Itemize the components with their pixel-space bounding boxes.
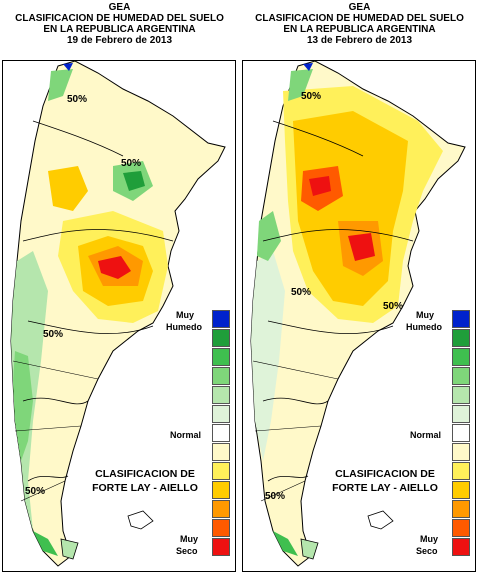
map-panel-right: GEA CLASIFICACION DE HUMEDAD DEL SUELO E… — [240, 0, 479, 574]
legend-swatch — [212, 443, 230, 461]
wet-zone-south — [273, 531, 298, 556]
panel-date: 19 de Febrero de 2013 — [66, 35, 173, 46]
tierra-del-fuego — [300, 538, 319, 560]
very-dry-spot — [98, 256, 131, 279]
contour-label: 50% — [67, 94, 88, 105]
legend-swatch — [212, 348, 230, 366]
legend-top-label-2: Humedo — [166, 322, 202, 332]
panel-title-line-1: CLASIFICACION DE HUMEDAD DEL SUELO — [15, 13, 224, 24]
malvinas-islands — [127, 510, 154, 530]
legend-swatch — [212, 386, 230, 404]
wet-zone-north-core — [123, 171, 145, 191]
malvinas-islands — [367, 510, 394, 530]
legend-bottom-label-1: Muy — [180, 534, 198, 544]
legend-swatch — [452, 443, 470, 461]
wet-zone-northwest — [288, 69, 313, 101]
panel-date: 13 de Febrero de 2013 — [306, 35, 413, 46]
soil-moisture-map — [10, 61, 226, 567]
dry-zone-north — [48, 166, 88, 211]
contour-label: 50% — [121, 158, 142, 169]
contour-label: 50% — [265, 491, 286, 502]
legend-swatch — [452, 538, 470, 556]
legend-mid-label: Normal — [170, 430, 202, 440]
classification-line-2: FORTE LAY - AIELLO — [92, 482, 198, 494]
legend-scale — [452, 310, 470, 560]
legend-swatch — [452, 405, 470, 423]
wet-zone-west — [251, 251, 285, 461]
contour-label: 50% — [383, 301, 404, 312]
very-dry-spot-north — [309, 176, 331, 196]
wet-zone-south — [33, 531, 58, 556]
legend-swatch — [212, 329, 230, 347]
legend-swatch — [452, 462, 470, 480]
classification-line-1: CLASIFICACION DE — [95, 468, 195, 480]
wet-zone-west-core — [257, 211, 281, 261]
panel-title-line-2: EN LA REPUBLICA ARGENTINA — [43, 24, 196, 35]
contour-label: 50% — [25, 486, 46, 497]
legend-swatch — [452, 367, 470, 385]
contour-label: 50% — [43, 329, 64, 340]
tierra-del-fuego — [60, 538, 79, 560]
legend-swatch — [212, 424, 230, 442]
panel-title-line-2: EN LA REPUBLICA ARGENTINA — [283, 24, 436, 35]
legend-bottom-label-1: Muy — [420, 534, 438, 544]
legend-scale — [212, 310, 230, 560]
contour-label: 50% — [291, 287, 312, 298]
map-frame: 50% 50% 50% 50% — [2, 60, 236, 572]
legend-swatch — [452, 500, 470, 518]
legend-swatch — [212, 481, 230, 499]
legend-swatch — [452, 481, 470, 499]
very-wet-tip — [63, 63, 73, 71]
panel-title-line-1: CLASIFICACION DE HUMEDAD DEL SUELO — [255, 13, 464, 24]
very-wet-tip — [303, 63, 313, 71]
legend-swatch — [452, 348, 470, 366]
soil-moisture-map — [250, 61, 466, 567]
panel-org: GEA — [348, 2, 371, 13]
legend-swatch — [212, 310, 230, 328]
legend-swatch — [452, 310, 470, 328]
legend-swatch — [212, 405, 230, 423]
legend-swatch — [212, 538, 230, 556]
legend-mid-label: Normal — [410, 430, 442, 440]
legend-swatch — [452, 386, 470, 404]
legend-swatch — [212, 519, 230, 537]
legend-swatch — [212, 500, 230, 518]
map-panel-left: GEA CLASIFICACION DE HUMEDAD DEL SUELO E… — [0, 0, 239, 574]
legend-top-label-1: Muy — [416, 310, 434, 320]
map-frame: 50% 50% 50% 50% — [242, 60, 476, 572]
contour-label: 50% — [301, 91, 322, 102]
legend-swatch — [212, 462, 230, 480]
legend-swatch — [452, 424, 470, 442]
legend-swatch — [212, 367, 230, 385]
wet-zone-northwest — [48, 69, 73, 101]
very-dry-spot — [348, 233, 375, 261]
classification-line-1: CLASIFICACION DE — [335, 468, 435, 480]
legend-swatch — [452, 519, 470, 537]
legend-top-label-2: Humedo — [406, 322, 442, 332]
classification-line-2: FORTE LAY - AIELLO — [332, 482, 438, 494]
wet-zone-west-core — [13, 351, 33, 461]
legend-bottom-label-2: Seco — [176, 546, 198, 556]
legend-swatch — [452, 329, 470, 347]
legend-bottom-label-2: Seco — [416, 546, 438, 556]
panel-org: GEA — [108, 2, 131, 13]
legend-top-label-1: Muy — [176, 310, 194, 320]
